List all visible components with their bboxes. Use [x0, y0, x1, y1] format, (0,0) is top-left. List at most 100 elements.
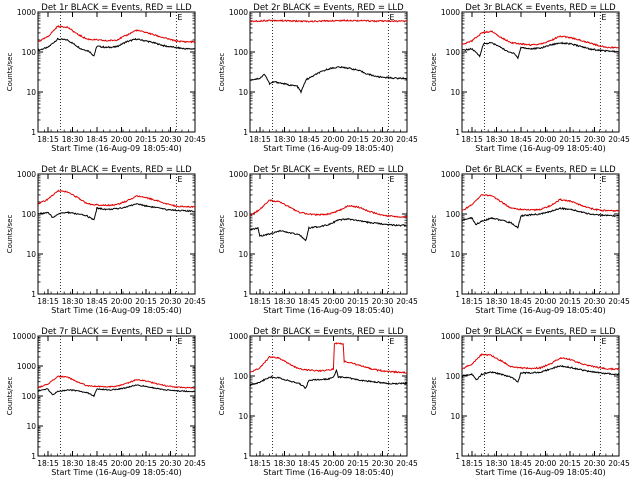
x-tick-label: 18:45	[298, 135, 320, 144]
x-tick-label: 20:15	[559, 135, 581, 144]
y-tick-label: 100	[234, 372, 249, 381]
x-tick-label: 20:45	[184, 297, 206, 306]
y-tick-label: 1000	[229, 170, 248, 179]
y-axis-label: Counts/sec	[6, 53, 14, 92]
x-tick-label: 20:45	[396, 135, 418, 144]
y-tick-label: 10000	[12, 332, 36, 341]
x-tick-label: 20:15	[135, 297, 157, 306]
chart-title: Det 9r BLACK = Events, RED = LLD	[465, 327, 616, 337]
x-tick-label: 20:30	[160, 135, 182, 144]
chart-title: Det 2r BLACK = Events, RED = LLD	[253, 3, 404, 13]
lld-series-line	[461, 30, 620, 49]
event-marker-label: E	[601, 13, 606, 22]
chart-title: Det 6r BLACK = Events, RED = LLD	[465, 165, 616, 175]
x-tick-label: 18:45	[298, 297, 320, 306]
y-axis-label: Counts/sec	[6, 215, 14, 254]
x-tick-label: 18:30	[274, 297, 296, 306]
x-tick-label: 18:30	[62, 459, 84, 468]
chart-title: Det 5r BLACK = Events, RED = LLD	[253, 165, 404, 175]
x-tick-label: 18:45	[298, 459, 320, 468]
x-tick-label: 18:15	[249, 459, 271, 468]
x-tick-label: 18:45	[510, 459, 532, 468]
x-tick-label: 20:30	[584, 297, 606, 306]
x-tick-label: 18:15	[249, 135, 271, 144]
x-axis-label: Start Time (16-Aug-09 18:05:40)	[51, 144, 182, 153]
x-tick-label: 18:30	[486, 135, 508, 144]
events-series-line	[250, 217, 408, 242]
y-tick-label: 1	[455, 128, 460, 137]
event-marker-label: E	[601, 175, 606, 184]
y-tick-label: 100	[446, 48, 461, 57]
y-tick-label: 1000	[17, 170, 36, 179]
y-tick-label: 1	[243, 452, 248, 461]
y-axis-label: Counts/sec	[430, 53, 438, 92]
chart-title: Det 3r BLACK = Events, RED = LLD	[465, 3, 616, 13]
x-tick-label: 18:15	[249, 297, 271, 306]
x-tick-label: 18:45	[86, 297, 108, 306]
event-marker-label: E	[601, 337, 606, 346]
events-series-line	[461, 364, 620, 383]
x-tick-label: 18:45	[86, 135, 108, 144]
y-tick-label: 1	[31, 452, 36, 461]
lld-series-line	[37, 24, 196, 44]
lld-series-line	[38, 375, 196, 389]
plot-frame	[249, 11, 408, 133]
y-tick-label: 100	[234, 210, 249, 219]
chart-title: Det 8r BLACK = Events, RED = LLD	[253, 327, 404, 337]
x-tick-label: 20:45	[184, 459, 206, 468]
y-tick-label: 100	[22, 392, 37, 401]
y-axis-label: Counts/sec	[218, 215, 226, 254]
y-tick-label: 10	[238, 250, 248, 259]
y-tick-label: 1000	[441, 170, 460, 179]
y-tick-label: 1000	[441, 8, 460, 17]
y-tick-label: 1000	[229, 332, 248, 341]
y-tick-label: 100	[22, 210, 37, 219]
x-tick-label: 20:15	[347, 297, 369, 306]
x-tick-label: 20:15	[559, 297, 581, 306]
x-axis-label: Start Time (16-Aug-09 18:05:40)	[263, 144, 394, 153]
x-tick-label: 20:15	[347, 459, 369, 468]
x-tick-label: 20:45	[608, 135, 630, 144]
events-series-line	[249, 368, 408, 389]
events-series-line	[37, 37, 196, 57]
x-tick-label: 20:15	[559, 459, 581, 468]
x-tick-label: 20:00	[323, 135, 345, 144]
x-axis-label: Start Time (16-Aug-09 18:05:40)	[51, 306, 182, 315]
chart-title: Det 4r BLACK = Events, RED = LLD	[41, 165, 192, 175]
y-tick-label: 100	[446, 210, 461, 219]
events-series-line	[37, 384, 196, 398]
y-tick-label: 1	[31, 290, 36, 299]
x-tick-label: 18:15	[37, 135, 59, 144]
event-marker-label: E	[389, 13, 394, 22]
x-axis-label: Start Time (16-Aug-09 18:05:40)	[263, 306, 394, 315]
y-tick-label: 10	[26, 88, 36, 97]
x-tick-label: 18:30	[62, 135, 84, 144]
plot-frame	[461, 173, 620, 295]
plot-frame	[461, 11, 620, 133]
x-tick-label: 18:15	[37, 297, 59, 306]
y-axis-label: Counts/sec	[430, 377, 438, 416]
y-tick-label: 10	[238, 88, 248, 97]
event-marker-label: E	[389, 175, 394, 184]
x-tick-label: 20:00	[323, 297, 345, 306]
y-tick-label: 1	[243, 290, 248, 299]
x-tick-label: 20:00	[535, 135, 557, 144]
x-tick-label: 18:15	[461, 459, 483, 468]
event-marker-label: E	[389, 337, 394, 346]
x-tick-label: 20:30	[160, 459, 182, 468]
y-tick-label: 1000	[17, 362, 36, 371]
y-tick-label: 1	[31, 128, 36, 137]
x-axis-label: Start Time (16-Aug-09 18:05:40)	[475, 468, 606, 477]
x-tick-label: 20:30	[372, 297, 394, 306]
plot-frame	[249, 173, 408, 295]
y-tick-label: 1	[455, 452, 460, 461]
y-tick-label: 10	[238, 412, 248, 421]
y-tick-label: 10	[26, 250, 36, 259]
x-tick-label: 20:15	[347, 135, 369, 144]
lld-series-line	[249, 18, 408, 23]
